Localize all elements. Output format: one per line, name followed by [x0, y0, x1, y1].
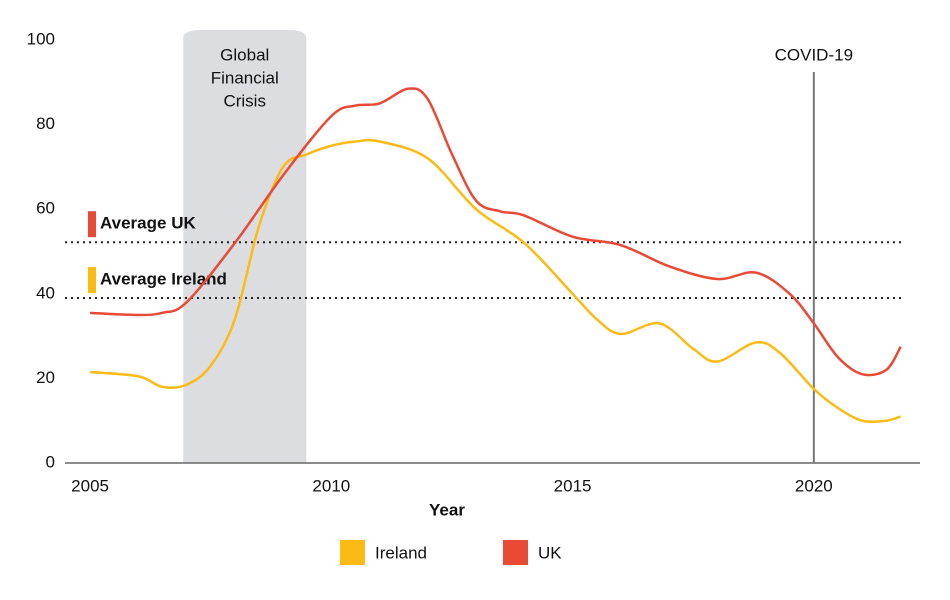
x-tick-label: 2015	[554, 476, 592, 495]
shaded-region-label: Financial	[211, 68, 279, 87]
y-tick-label: 20	[36, 368, 55, 387]
average-marker	[88, 267, 96, 294]
legend-swatch	[503, 540, 528, 565]
x-tick-label: 2020	[795, 476, 833, 495]
shaded-region-label: Global	[220, 45, 269, 64]
y-tick-label: 80	[36, 114, 55, 133]
y-tick-label: 60	[36, 199, 55, 218]
x-axis-title: Year	[429, 500, 465, 519]
legend-label: Ireland	[375, 543, 427, 562]
shaded-region	[183, 30, 307, 463]
x-tick-label: 2010	[312, 476, 350, 495]
average-label: Average Ireland	[100, 270, 227, 289]
shaded-region-label: Crisis	[223, 91, 266, 110]
legend-swatch	[340, 540, 365, 565]
legend-label: UK	[538, 543, 562, 562]
y-tick-label: 0	[46, 452, 55, 471]
average-label: Average UK	[100, 214, 196, 233]
series-line	[89, 138, 902, 424]
y-tick-label: 40	[36, 283, 55, 302]
x-tick-label: 2005	[71, 476, 109, 495]
y-tick-label: 100	[27, 29, 55, 48]
event-label: COVID-19	[775, 45, 853, 64]
average-marker	[88, 211, 96, 238]
series-line	[90, 87, 902, 377]
